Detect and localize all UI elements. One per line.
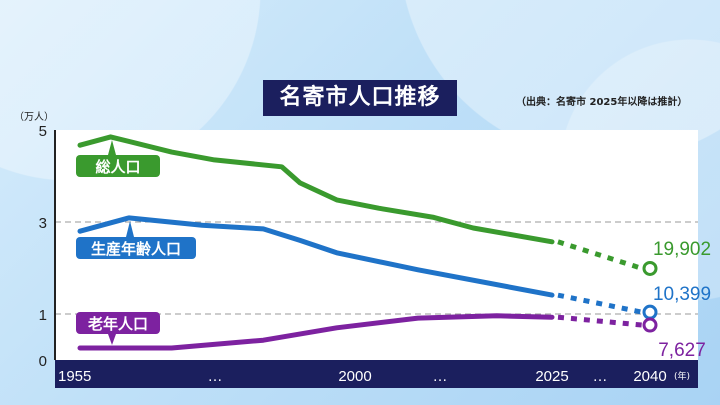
x-tick-label: … (433, 368, 448, 385)
y-tick-label: 5 (39, 123, 47, 140)
series-line (77, 215, 555, 298)
callout-box (76, 237, 196, 259)
y-axis-unit: （万人） (14, 112, 54, 123)
end-value-label: 10,399 (653, 284, 711, 305)
callout-box (76, 155, 160, 177)
series-line (77, 313, 555, 351)
callout-box (76, 312, 160, 334)
x-tick-label: … (208, 368, 223, 385)
projection-line (557, 314, 643, 328)
series-label: 生産年齢人口 (91, 240, 181, 258)
x-axis-band (55, 360, 698, 388)
end-value-label: 19,902 (653, 239, 711, 260)
source-note: （出典：名寄市 2025年以降は推計） (516, 97, 688, 108)
x-tick-label: … (593, 368, 608, 385)
series-line (77, 134, 555, 245)
x-axis-unit: (年) (674, 370, 690, 382)
series-label: 老年人口 (87, 315, 148, 333)
x-tick-label: 2025 (535, 368, 568, 385)
x-tick-label: 2000 (338, 368, 371, 385)
y-tick-label: 3 (39, 215, 47, 232)
projection-line (557, 292, 643, 315)
projection-point (642, 317, 658, 333)
series-label: 総人口 (95, 158, 140, 176)
projection-line (557, 239, 643, 271)
y-tick-label: 0 (39, 353, 47, 370)
projection-point (642, 304, 658, 320)
y-tick-label: 1 (39, 307, 47, 324)
x-tick-label: 1955 (58, 368, 91, 385)
projection-point (642, 260, 658, 276)
chart-title: 名寄市人口推移 (263, 80, 457, 116)
x-tick-label: 2040 (633, 368, 666, 385)
callout-pointer (126, 221, 134, 237)
end-value-label: 7,627 (658, 340, 706, 361)
callout-pointer (108, 334, 116, 345)
callout-pointer (108, 140, 116, 155)
